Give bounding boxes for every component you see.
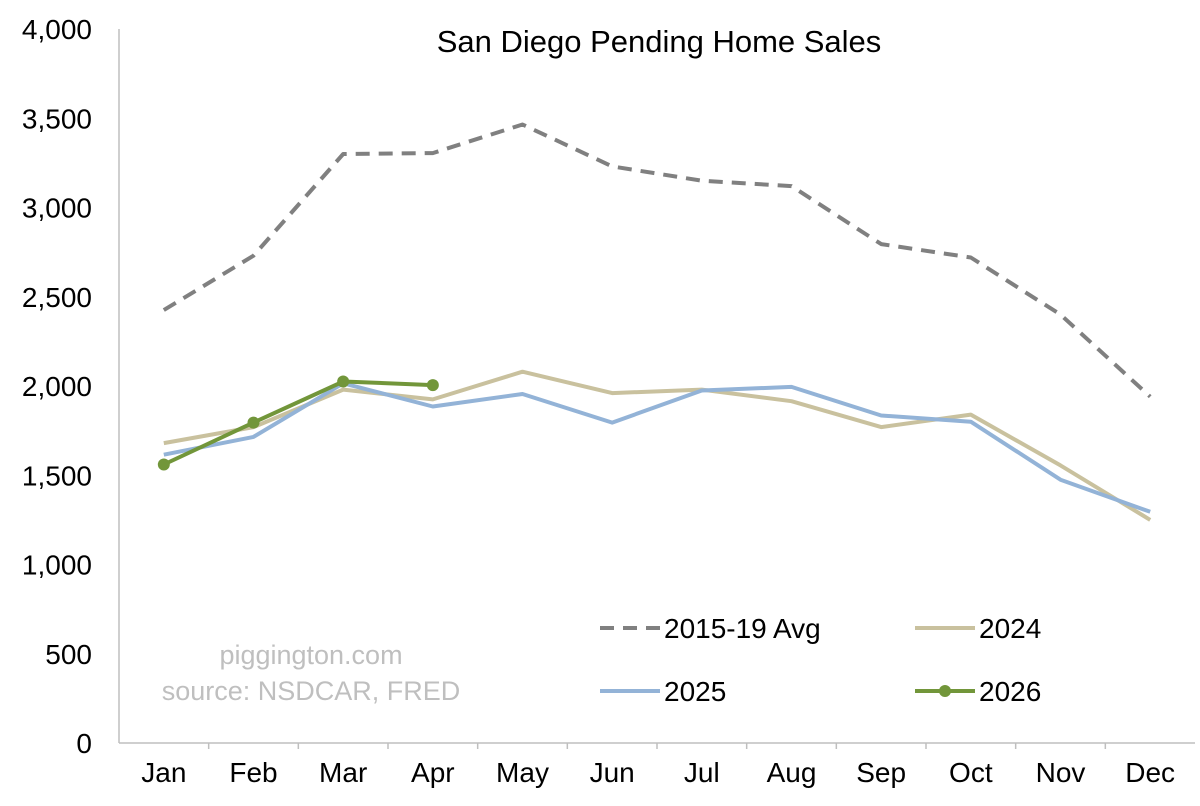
y-tick-label: 3,500 [22,103,92,134]
y-tick-label: 0 [76,728,92,759]
legend-marker [939,685,951,697]
legend-item-2026: 2026 [915,676,1041,707]
x-tick-label-oct: Oct [949,757,993,788]
series-layer [157,122,1152,522]
legend-item-2024: 2024 [915,613,1041,644]
series-2024 [163,369,1152,522]
x-tick-label-nov: Nov [1036,757,1086,788]
y-tick-label: 4,000 [22,14,92,45]
series-line-2024 [163,369,1152,522]
legend-label: 2026 [979,676,1041,707]
x-tick-labels: Jan Feb Mar Apr May Jun Jul Aug Sep Oct Nov Dec [141,757,1175,788]
x-tick-label-aug: Aug [767,757,817,788]
y-tick-label: 1,500 [22,460,92,491]
x-tick-label-dec: Dec [1125,757,1175,788]
x-tick-label-apr: Apr [411,757,455,788]
x-tick-label-sep: Sep [856,757,906,788]
annotations: piggington.com source: NSDCAR, FRED [162,640,461,706]
legend: 2015-19 Avg 2024 2025 2026 [600,613,1041,707]
series-2026 [157,375,439,471]
x-tick-label-feb: Feb [229,757,277,788]
y-tick-label: 2,000 [22,371,92,402]
y-tick-label: 3,000 [22,193,92,224]
chart-title: San Diego Pending Home Sales [437,24,882,59]
annotation-source: source: NSDCAR, FRED [162,676,461,706]
annotation-site: piggington.com [219,640,402,670]
data-point-2026 [337,375,350,388]
series-line-2026 [162,379,433,467]
data-point-2026 [247,416,260,429]
data-point-2026 [157,458,170,471]
x-tick-label-jun: Jun [590,757,635,788]
x-tick-label-jan: Jan [141,757,186,788]
series-2025 [163,381,1151,514]
series-2015-19-avg [162,122,1152,399]
legend-item-2025: 2025 [600,676,726,707]
y-tick-label: 1,000 [22,550,92,581]
y-tick-labels: 0 500 1,000 1,500 2,000 2,500 3,000 3,500 4,000 [22,14,92,759]
x-tick-label-jul: Jul [684,757,720,788]
x-tick-label-mar: Mar [319,757,367,788]
legend-item-2015-19-avg: 2015-19 Avg [600,613,821,644]
legend-label: 2015-19 Avg [664,613,821,644]
y-tick-label: 2,500 [22,282,92,313]
legend-label: 2025 [664,676,726,707]
x-ticks [207,743,1107,749]
series-line-2015-19-avg [162,122,1152,399]
data-point-2026 [426,379,439,392]
x-tick-label-may: May [496,757,549,788]
y-tick-label: 500 [45,639,92,670]
series-line-2025 [163,381,1151,514]
legend-label: 2024 [979,613,1041,644]
